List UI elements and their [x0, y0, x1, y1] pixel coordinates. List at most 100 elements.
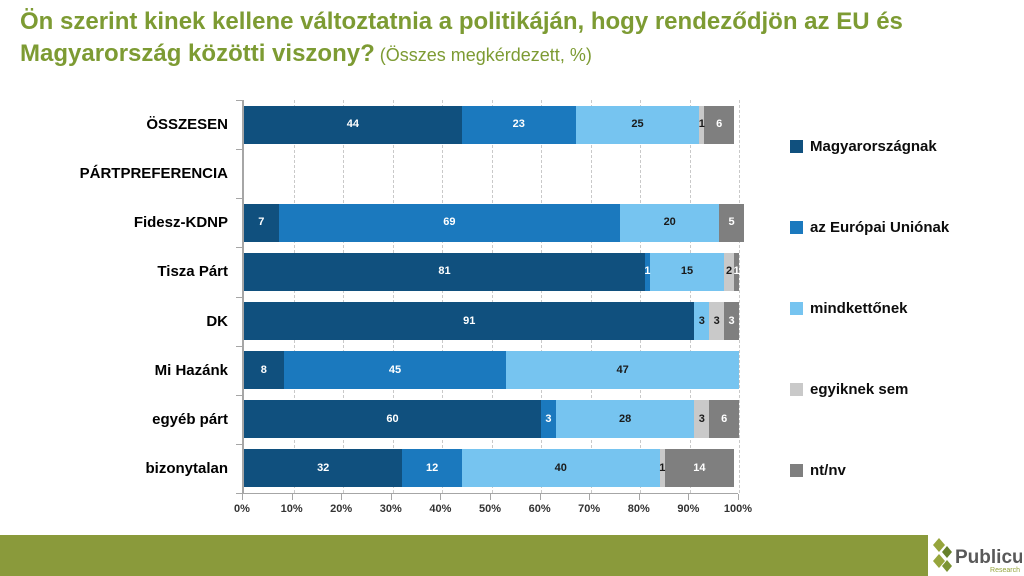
bar-row: 81 1 15 2 1 — [244, 252, 740, 291]
gridline — [392, 100, 394, 493]
x-axis-tick — [242, 494, 243, 500]
bar-segment: 81 — [244, 252, 645, 291]
bar-value-label: 81 — [438, 265, 451, 278]
legend-swatch — [790, 140, 803, 153]
bar-value-label: 1 — [698, 118, 705, 131]
legend-label: az Európai Uniónak — [810, 219, 950, 236]
category-axis-tick — [236, 395, 243, 396]
legend-swatch — [790, 464, 803, 477]
bar-segment: 45 — [283, 351, 507, 390]
category-axis-tick — [236, 444, 243, 445]
bar-segment: 3 — [709, 302, 725, 341]
bar-segment: 44 — [244, 105, 462, 144]
bar-value-label: 3 — [713, 314, 720, 327]
category-label: Tisza Párt — [157, 263, 228, 281]
bar-row: 8 45 47 — [244, 351, 739, 390]
bar-row: 60 3 28 3 6 — [244, 400, 739, 439]
legend-item: egyiknek sem — [790, 381, 1010, 398]
bar-value-label: 47 — [616, 363, 629, 376]
bar-segment: 40 — [461, 449, 660, 488]
gridline — [640, 100, 641, 493]
category-axis-tick — [236, 297, 243, 298]
bar-segment: 2 — [724, 252, 735, 291]
bar-value-label: 60 — [386, 412, 399, 425]
x-axis-tick-label: 90% — [677, 503, 700, 515]
category-axis-tick — [236, 198, 243, 199]
bar-value-label: 1 — [644, 265, 651, 278]
bar-segment: 12 — [402, 449, 462, 488]
x-axis-tick — [589, 494, 591, 500]
bar-value-label: 44 — [346, 118, 360, 131]
bar-value-label: 7 — [258, 216, 265, 229]
bar-segment: 3 — [694, 400, 710, 439]
gridline — [442, 100, 443, 493]
bar-value-label: 25 — [631, 118, 644, 131]
x-axis: 0% 10% 20% 30% 40% 50% 60% 70% 80% 90% 100% — [234, 493, 752, 515]
category-label: Mi Hazánk — [154, 361, 228, 379]
bar-value-label: 23 — [512, 118, 525, 131]
bar-segment: 5 — [719, 203, 744, 242]
bar-value-label: 1 — [659, 461, 666, 474]
chart-title: Ön szerint kinek kellene változtatnia a … — [20, 6, 1010, 69]
legend-item: az Európai Uniónak — [790, 219, 1010, 236]
bar-segment: 25 — [575, 105, 700, 144]
category-label: ÖSSZESEN — [146, 116, 228, 134]
category-label: PÁRTPREFERENCIA — [79, 165, 228, 183]
legend-item: mindkettőnek — [790, 300, 1010, 317]
bar-value-label: 6 — [716, 118, 723, 131]
bar-segment: 14 — [664, 449, 735, 488]
category-label: DK — [206, 312, 228, 330]
category-axis-tick — [236, 247, 243, 248]
bar-segment: 60 — [244, 400, 541, 439]
bar-value-label: 91 — [463, 314, 476, 327]
category-axis-tick — [236, 493, 243, 494]
bar-segment: 69 — [278, 203, 621, 242]
bar-value-label: 45 — [388, 363, 402, 376]
legend-label: mindkettőnek — [810, 300, 908, 317]
bar-row: 7 69 20 5 — [244, 203, 744, 242]
publicus-logo: Publicus Research — [928, 535, 1024, 576]
bar-value-label: 3 — [698, 412, 705, 425]
bar-segment: 3 — [541, 400, 556, 439]
legend-label: Magyarországnak — [810, 138, 937, 155]
x-axis-tick — [341, 494, 343, 500]
gridline — [689, 100, 691, 493]
category-label: bizonytalan — [145, 459, 228, 477]
bar-segment: 1 — [659, 449, 666, 488]
bar-segment: 8 — [244, 351, 284, 390]
x-axis-tick — [688, 494, 690, 500]
category-label: egyéb párt — [152, 410, 228, 428]
x-axis-tick-label: 80% — [627, 503, 650, 515]
bar-segment: 1 — [698, 105, 705, 144]
bar-value-label: 1 — [733, 265, 740, 278]
bar-segment: 20 — [620, 203, 720, 242]
bar-value-label: 12 — [425, 461, 439, 474]
gridline — [343, 100, 344, 493]
bar-segment: 47 — [506, 351, 739, 390]
bar-segment: 23 — [461, 105, 576, 144]
bar-row: 32 12 40 1 14 — [244, 449, 739, 488]
bar-row: 44 23 25 1 6 — [244, 105, 739, 144]
gridline — [293, 100, 295, 493]
bar-segment: 6 — [709, 400, 739, 439]
x-axis-tick-label: 30% — [379, 503, 402, 515]
legend-item: nt/nv — [790, 462, 1010, 479]
legend-label: nt/nv — [810, 462, 846, 479]
bar-segment: 1 — [733, 252, 740, 291]
chart-title-suffix: (Összes megkérdezett, %) — [374, 44, 592, 65]
bar-segment: 3 — [694, 302, 710, 341]
legend-item: Magyarországnak — [790, 138, 1010, 155]
bar-segment: 6 — [704, 105, 735, 144]
category-label: Fidesz-KDNP — [133, 214, 228, 232]
bar-segment: 28 — [555, 400, 695, 439]
footer-accent-bar — [0, 535, 928, 576]
x-axis-tick — [638, 494, 640, 500]
x-axis-tick — [291, 494, 293, 500]
legend-label: egyiknek sem — [810, 381, 909, 398]
bar-segment: 7 — [244, 203, 279, 242]
gridline — [590, 100, 592, 493]
bar-value-label: 8 — [260, 363, 267, 376]
bar-value-label: 3 — [698, 314, 705, 327]
x-axis-tick-label: 10% — [280, 503, 303, 515]
legend-swatch — [790, 383, 803, 396]
